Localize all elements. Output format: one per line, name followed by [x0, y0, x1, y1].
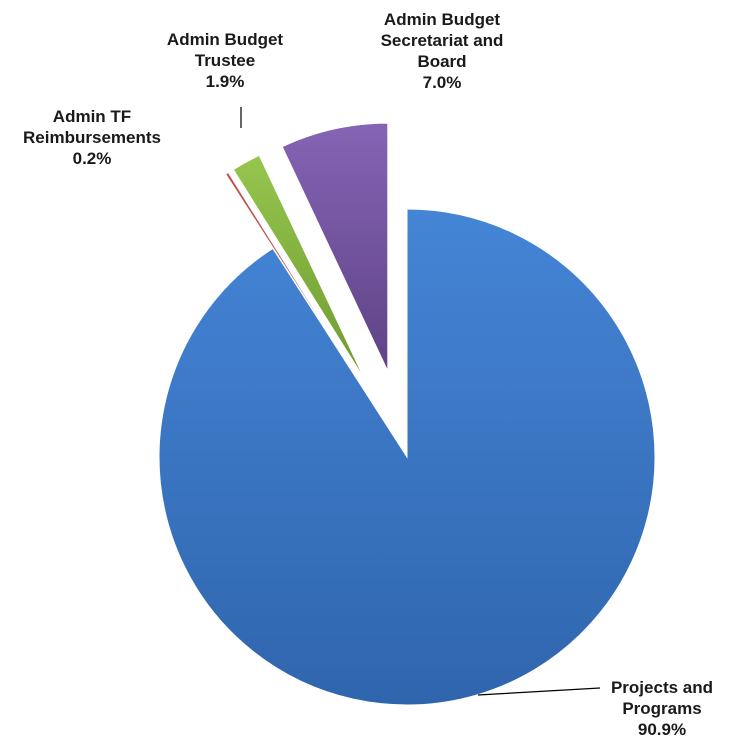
- pie-slice-2: [232, 154, 366, 381]
- pie-slice-3: [281, 122, 389, 372]
- pie-slices: [158, 122, 656, 706]
- slice-percent: 90.9%: [638, 720, 686, 739]
- pie-slice-1: [224, 171, 361, 383]
- slice-label-line: Admin Budget: [384, 10, 500, 29]
- slice-label-1: Admin TF Reimbursements 0.2%: [23, 107, 161, 168]
- slice-labels: Projects and Programs 90.9% Admin TF Reimbur…: [23, 10, 713, 739]
- slice-label-2: Admin Budget Trustee 1.9%: [167, 30, 283, 91]
- slice-percent: 0.2%: [73, 149, 112, 168]
- slice-label-line: Secretariat and: [381, 31, 504, 50]
- pie-slice-0: [158, 208, 656, 706]
- slice-label-3: Admin Budget Secretariat and Board 7.0%: [381, 10, 504, 92]
- slice-percent: 1.9%: [206, 72, 245, 91]
- leader-line-0: [477, 687, 601, 696]
- slice-label-line: Admin TF: [53, 107, 131, 126]
- slice-label-line: Trustee: [195, 51, 255, 70]
- slice-label-line: Board: [417, 52, 466, 71]
- slice-label-line: Reimbursements: [23, 128, 161, 147]
- leader-lines: [240, 107, 601, 696]
- slice-label-line: Programs: [622, 699, 701, 718]
- slice-label-0: Projects and Programs 90.9%: [611, 678, 713, 739]
- slice-label-line: Projects and: [611, 678, 713, 697]
- slice-percent: 7.0%: [423, 73, 462, 92]
- slice-label-line: Admin Budget: [167, 30, 283, 49]
